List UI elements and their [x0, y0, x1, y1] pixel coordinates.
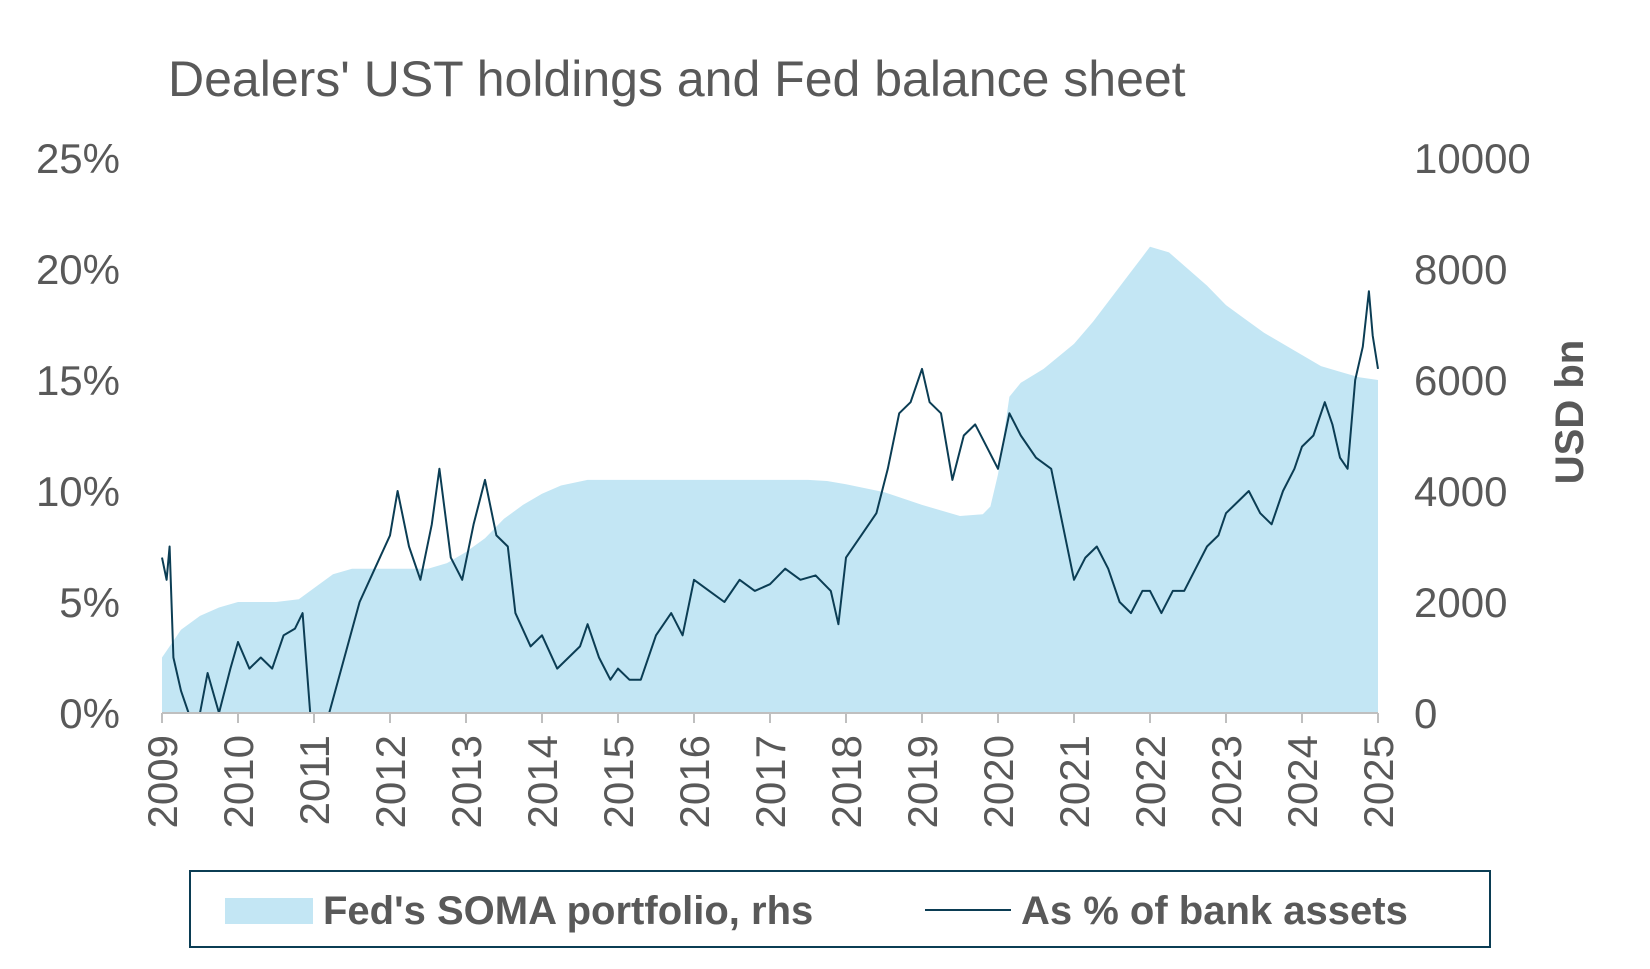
y-axis-right-label: USD bn — [1548, 340, 1592, 484]
x-tick-label: 2022 — [1127, 735, 1174, 828]
series-bank-assets-line — [161, 290, 1379, 714]
y-right-ticks: 0 2000 4000 6000 8000 10000 — [1414, 135, 1531, 737]
x-tick-label: 2019 — [899, 735, 946, 828]
legend-box — [189, 870, 1491, 948]
x-tick-label: 2014 — [519, 735, 566, 828]
y-left-ticks: 0% 5% 10% 15% 20% 25% — [36, 135, 120, 737]
y-right-tick-label: 6000 — [1414, 357, 1507, 404]
legend: Fed's SOMA portfolio, rhs As % of bank a… — [189, 870, 1491, 948]
y-left-tick-label: 5% — [59, 579, 120, 626]
x-ticks: 2009 2010 2011 2012 2013 2014 2015 2016 2017 2018… — [139, 713, 1402, 828]
x-tick-label: 2010 — [215, 735, 262, 828]
y-left-tick-label: 25% — [36, 135, 120, 182]
x-tick-label: 2009 — [139, 735, 186, 828]
x-tick-label: 2015 — [595, 735, 642, 828]
legend-label-soma: Fed's SOMA portfolio, rhs — [323, 889, 813, 933]
legend-swatch-soma — [225, 898, 313, 924]
y-right-tick-label: 10000 — [1414, 135, 1531, 182]
y-left-tick-label: 15% — [36, 357, 120, 404]
plot-area — [161, 246, 1379, 714]
x-tick-label: 2025 — [1355, 735, 1402, 828]
y-left-tick-label: 10% — [36, 468, 120, 515]
x-tick-label: 2017 — [747, 735, 794, 828]
y-right-tick-label: 2000 — [1414, 579, 1507, 626]
x-tick-label: 2020 — [975, 735, 1022, 828]
y-left-tick-label: 0% — [59, 690, 120, 737]
x-tick-label: 2021 — [1051, 735, 1098, 828]
chart-title: Dealers' UST holdings and Fed balance sh… — [168, 51, 1186, 107]
legend-label-bank: As % of bank assets — [1021, 889, 1408, 933]
x-tick-label: 2018 — [823, 735, 870, 828]
x-tick-label: 2013 — [443, 735, 490, 828]
series-soma-area — [162, 246, 1378, 714]
x-tick-label: 2024 — [1279, 735, 1326, 828]
x-tick-label: 2016 — [671, 735, 718, 828]
y-left-tick-label: 20% — [36, 246, 120, 293]
x-tick-label: 2012 — [367, 735, 414, 828]
x-tick-label: 2023 — [1203, 735, 1250, 828]
x-tick-label: 2011 — [291, 735, 338, 825]
y-right-tick-label: 8000 — [1414, 246, 1507, 293]
y-right-tick-label: 4000 — [1414, 468, 1507, 515]
y-right-tick-label: 0 — [1414, 690, 1437, 737]
